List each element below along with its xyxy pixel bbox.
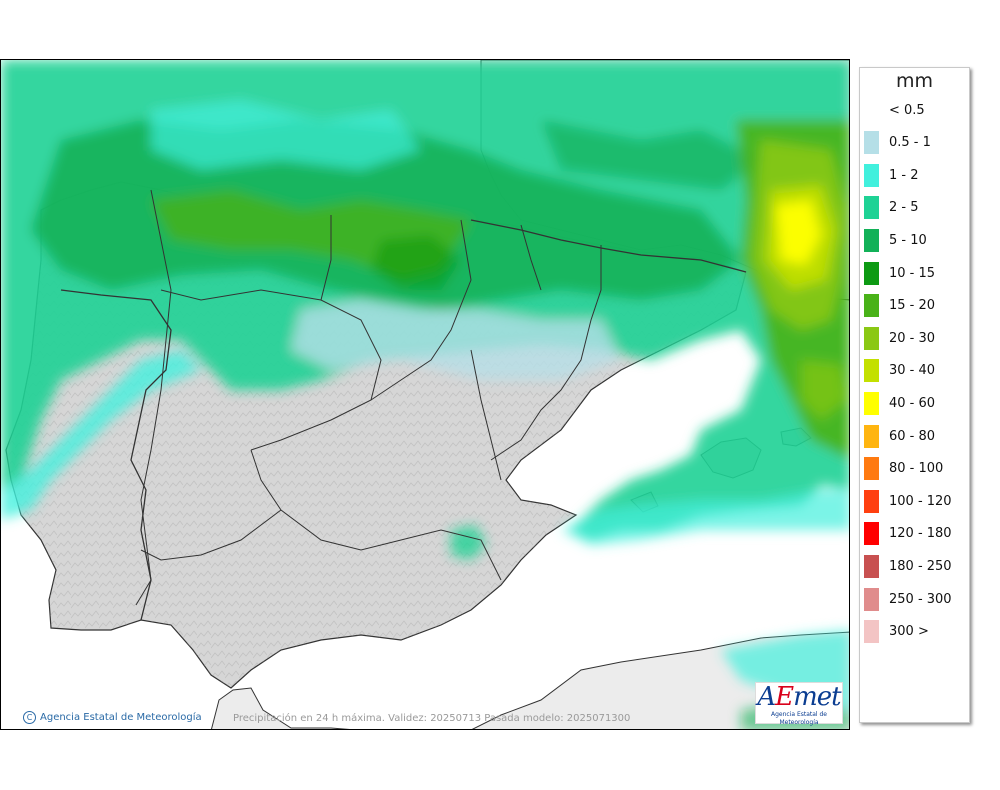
pyrenees-border xyxy=(470,219,747,273)
legend-item: 15 - 20 xyxy=(864,294,935,318)
credit-text: Agencia Estatal de Meteorología xyxy=(40,712,202,723)
legend-label: 80 - 100 xyxy=(889,461,944,477)
legend-item: 100 - 120 xyxy=(864,489,952,513)
legend-item: < 0.5 xyxy=(864,98,925,122)
legend-label: 10 - 15 xyxy=(889,265,936,281)
legend-item: 60 - 80 xyxy=(864,424,935,448)
legend-item: 40 - 60 xyxy=(864,391,935,415)
aemet-logo-subtitle: Agencia Estatal de Meteorología xyxy=(770,711,827,726)
legend-label: 250 - 300 xyxy=(889,591,952,607)
legend-item: 0.5 - 1 xyxy=(864,131,931,155)
legend-swatch xyxy=(864,359,879,383)
legend-label: 60 - 80 xyxy=(889,428,936,444)
legend-item: 180 - 250 xyxy=(864,554,952,578)
legend-label: 100 - 120 xyxy=(889,493,952,509)
legend-item: 1 - 2 xyxy=(864,163,919,187)
legend-swatch xyxy=(864,522,879,546)
legend-swatch xyxy=(864,196,879,220)
legend-swatch xyxy=(864,98,879,122)
legend-label: 30 - 40 xyxy=(889,363,936,379)
legend-swatch xyxy=(864,294,879,318)
agency-credit: C Agencia Estatal de Meteorología xyxy=(23,711,202,724)
legend-label: 15 - 20 xyxy=(889,298,936,314)
portugal-border xyxy=(60,289,172,621)
legend-swatch xyxy=(864,261,879,285)
legend-label: 120 - 180 xyxy=(889,526,952,542)
legend-item: 30 - 40 xyxy=(864,359,935,383)
legend-label: 0.5 - 1 xyxy=(889,135,931,151)
precipitation-field xyxy=(1,60,849,729)
legend-item: 2 - 5 xyxy=(864,196,919,220)
legend-item: 5 - 10 xyxy=(864,228,927,252)
legend-label: 180 - 250 xyxy=(889,558,952,574)
legend-swatch xyxy=(864,326,879,350)
legend-item: 120 - 180 xyxy=(864,522,952,546)
legend-item: 10 - 15 xyxy=(864,261,935,285)
legend-label: 20 - 30 xyxy=(889,330,936,346)
region-borders xyxy=(135,189,602,606)
legend-swatch xyxy=(864,131,879,155)
legend-label: 300 > xyxy=(889,624,929,640)
legend-swatch xyxy=(864,554,879,578)
legend-swatch xyxy=(864,587,879,611)
legend-swatch xyxy=(864,620,879,644)
legend-label: 40 - 60 xyxy=(889,395,936,411)
legend-label: 1 - 2 xyxy=(889,167,919,183)
legend-swatch xyxy=(864,163,879,187)
legend-swatch xyxy=(864,457,879,481)
legend-item: 250 - 300 xyxy=(864,587,952,611)
legend-swatch xyxy=(864,228,879,252)
map-caption: Precipitación en 24 h máxima. Validez: 2… xyxy=(233,713,631,724)
legend-swatch xyxy=(864,391,879,415)
precipitation-map: C Agencia Estatal de Meteorología Precip… xyxy=(0,59,850,730)
legend-unit: mm xyxy=(895,70,934,92)
legend-swatch xyxy=(864,424,879,448)
precipitation-legend: mm < 0.5 0.5 - 1 1 - 2 2 - 5 5 - 10 10 - 15 15… xyxy=(859,67,970,723)
map-canvas xyxy=(1,60,849,729)
legend-label: 5 - 10 xyxy=(889,232,927,248)
legend-item: 300 > xyxy=(864,620,929,644)
legend-item: 20 - 30 xyxy=(864,326,935,350)
aemet-logo-word: AEmet xyxy=(757,682,841,712)
africa-land xyxy=(210,631,849,729)
legend-label: < 0.5 xyxy=(889,102,925,118)
copyright-icon: C xyxy=(23,711,36,724)
legend-item: 80 - 100 xyxy=(864,457,943,481)
aemet-logo: AEmet Agencia Estatal de Meteorología xyxy=(755,682,843,726)
legend-swatch xyxy=(864,489,879,513)
legend-label: 2 - 5 xyxy=(889,200,919,216)
